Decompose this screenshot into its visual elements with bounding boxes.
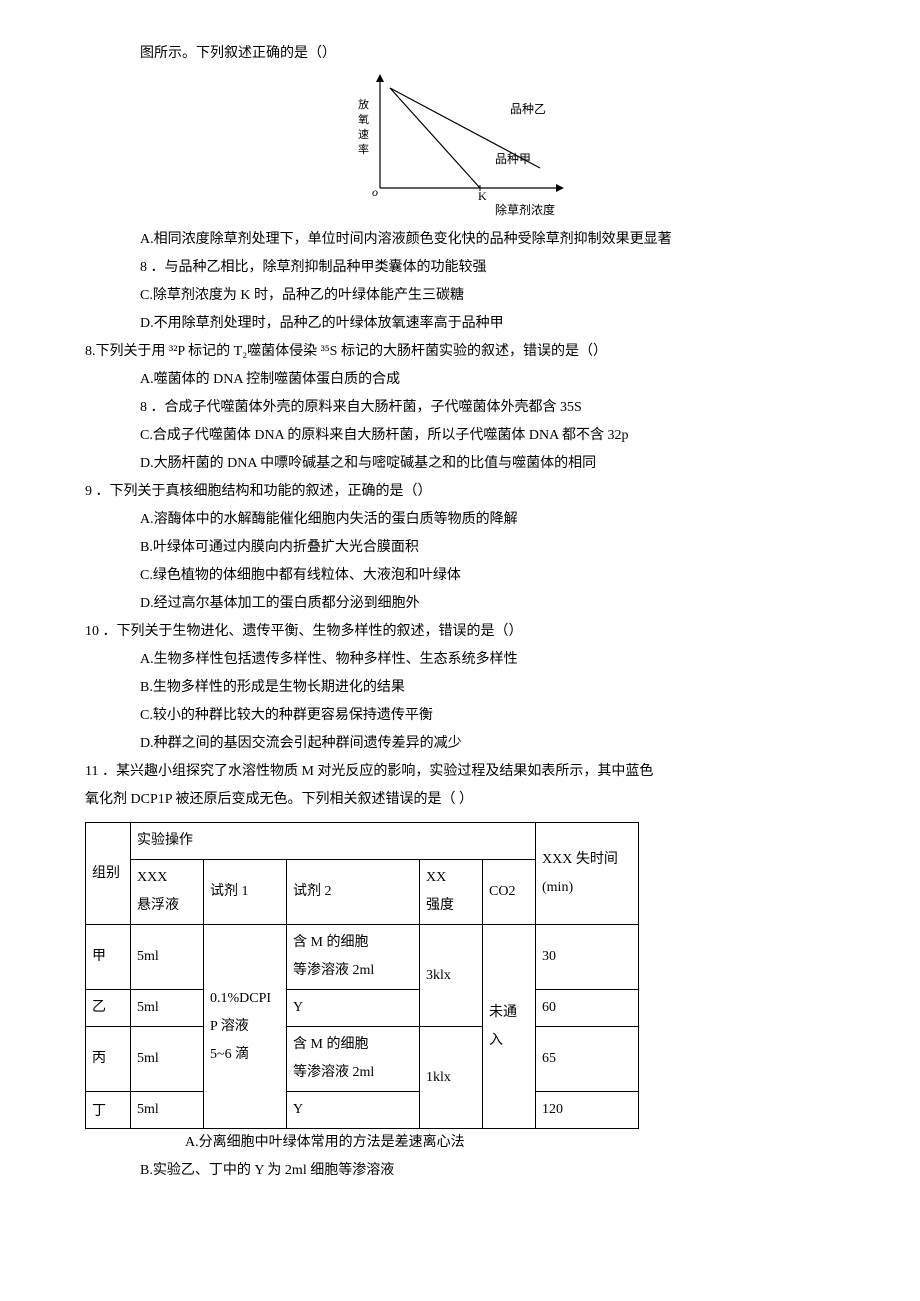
table-row: 丁 5ml Y 120: [86, 1092, 639, 1129]
col-time: XXX 失时间 (min): [536, 823, 639, 925]
col-co2: CO2: [483, 860, 536, 925]
q11-stem-2: 氧化剂 DCP1P 被还原后变成无色。下列相关叙述错误的是（ ）: [85, 786, 835, 814]
q10-stem: 10 ．下列关于生物进化、遗传平衡、生物多样性的叙述，错误的是（）: [85, 618, 835, 646]
col-int: XX 强度: [420, 860, 483, 925]
q9-opt-a: A.溶酶体中的水解酶能催化细胞内失活的蛋白质等物质的降解: [85, 506, 835, 534]
line-jia-label: 品种甲: [495, 152, 531, 166]
svg-text:氧: 氧: [358, 112, 369, 126]
q10-opt-d: D.种群之间的基因交流会引起种群间遗传差异的减少: [85, 730, 835, 758]
experiment-table: 组别 实验操作 XXX 失时间 (min) XXX 悬浮液 试剂 1 试剂 2 …: [85, 822, 639, 1129]
q11-opt-a: A.分离细胞中叶绿体常用的方法是差速离心法: [85, 1129, 835, 1157]
svg-text:速: 速: [358, 128, 369, 141]
q8-opt-b: 8 ．合成子代噬菌体外壳的原料来自大肠杆菌，子代噬菌体外壳都含 35S: [85, 394, 835, 422]
q7-opt-d: D.不用除草剂处理时，品种乙的叶绿体放氧速率高于品种甲: [85, 310, 835, 338]
col-header-ops: 实验操作: [131, 823, 536, 860]
q7-opt-c: C.除草剂浓度为 K 时，品种乙的叶绿体能产生三碳糖: [85, 282, 835, 310]
col-r1: 试剂 1: [204, 860, 287, 925]
k-label: K: [478, 189, 487, 203]
origin-label: o: [372, 185, 378, 199]
q7-opt-b: 8 ．与品种乙相比，除草剂抑制品种甲类囊体的功能较强: [85, 254, 835, 282]
q7-chart: 品种乙 品种甲 K o 除草剂浓度 放 氧 速 率: [340, 68, 580, 218]
q9-stem: 9 ．下列关于真核细胞结构和功能的叙述，正确的是（）: [85, 478, 835, 506]
q8-opt-c: C.合成子代噬菌体 DNA 的原料来自大肠杆菌，所以子代噬菌体 DNA 都不含 …: [85, 422, 835, 450]
x-axis-label: 除草剂浓度: [495, 202, 555, 217]
q10-opt-a: A.生物多样性包括遗传多样性、物种多样性、生态系统多样性: [85, 646, 835, 674]
col-susp: XXX 悬浮液: [131, 860, 204, 925]
q9-opt-d: D.经过高尔基体加工的蛋白质都分泌到细胞外: [85, 590, 835, 618]
q7-header: 图所示。下列叙述正确的是（）: [85, 40, 835, 68]
line-yi-label: 品种乙: [510, 102, 546, 116]
q11-opt-b: B.实验乙、丁中的 Y 为 2ml 细胞等渗溶液: [85, 1157, 835, 1185]
svg-text:率: 率: [358, 142, 369, 156]
table-row: 组别 实验操作 XXX 失时间 (min): [86, 823, 639, 860]
table-row: 乙 5ml Y 60: [86, 990, 639, 1027]
q9-opt-c: C.绿色植物的体细胞中都有线粒体、大液泡和叶绿体: [85, 562, 835, 590]
q8-opt-a: A.噬菌体的 DNA 控制噬菌体蛋白质的合成: [85, 366, 835, 394]
col-group: 组别: [86, 823, 131, 925]
q8-stem: 8.下列关于用 ³²P 标记的 T₂噬菌体侵染 ³⁵S 标记的大肠杆菌实验的叙述…: [85, 338, 835, 366]
table-row: 丙 5ml 含 M 的细胞 等渗溶液 2ml 1klx 65: [86, 1027, 639, 1092]
q8-opt-d: D.大肠杆菌的 DNA 中嘌呤碱基之和与嘧啶碱基之和的比值与噬菌体的相同: [85, 450, 835, 478]
q10-opt-b: B.生物多样性的形成是生物长期进化的结果: [85, 674, 835, 702]
q11-stem-1: 11 ．某兴趣小组探究了水溶性物质 M 对光反应的影响，实验过程及结果如表所示，…: [85, 758, 835, 786]
q10-opt-c: C.较小的种群比较大的种群更容易保持遗传平衡: [85, 702, 835, 730]
table-row: 甲 5ml 0.1%DCPI P 溶液 5~6 滴 含 M 的细胞 等渗溶液 2…: [86, 925, 639, 990]
q7-opt-a: A.相同浓度除草剂处理下，单位时间内溶液颜色变化快的品种受除草剂抑制效果更显著: [85, 226, 835, 254]
chart-svg: 品种乙 品种甲 K o 除草剂浓度 放 氧 速 率: [340, 68, 580, 218]
col-r2: 试剂 2: [287, 860, 420, 925]
q9-opt-b: B.叶绿体可通过内膜向内折叠扩大光合膜面积: [85, 534, 835, 562]
svg-text:放: 放: [358, 97, 369, 111]
